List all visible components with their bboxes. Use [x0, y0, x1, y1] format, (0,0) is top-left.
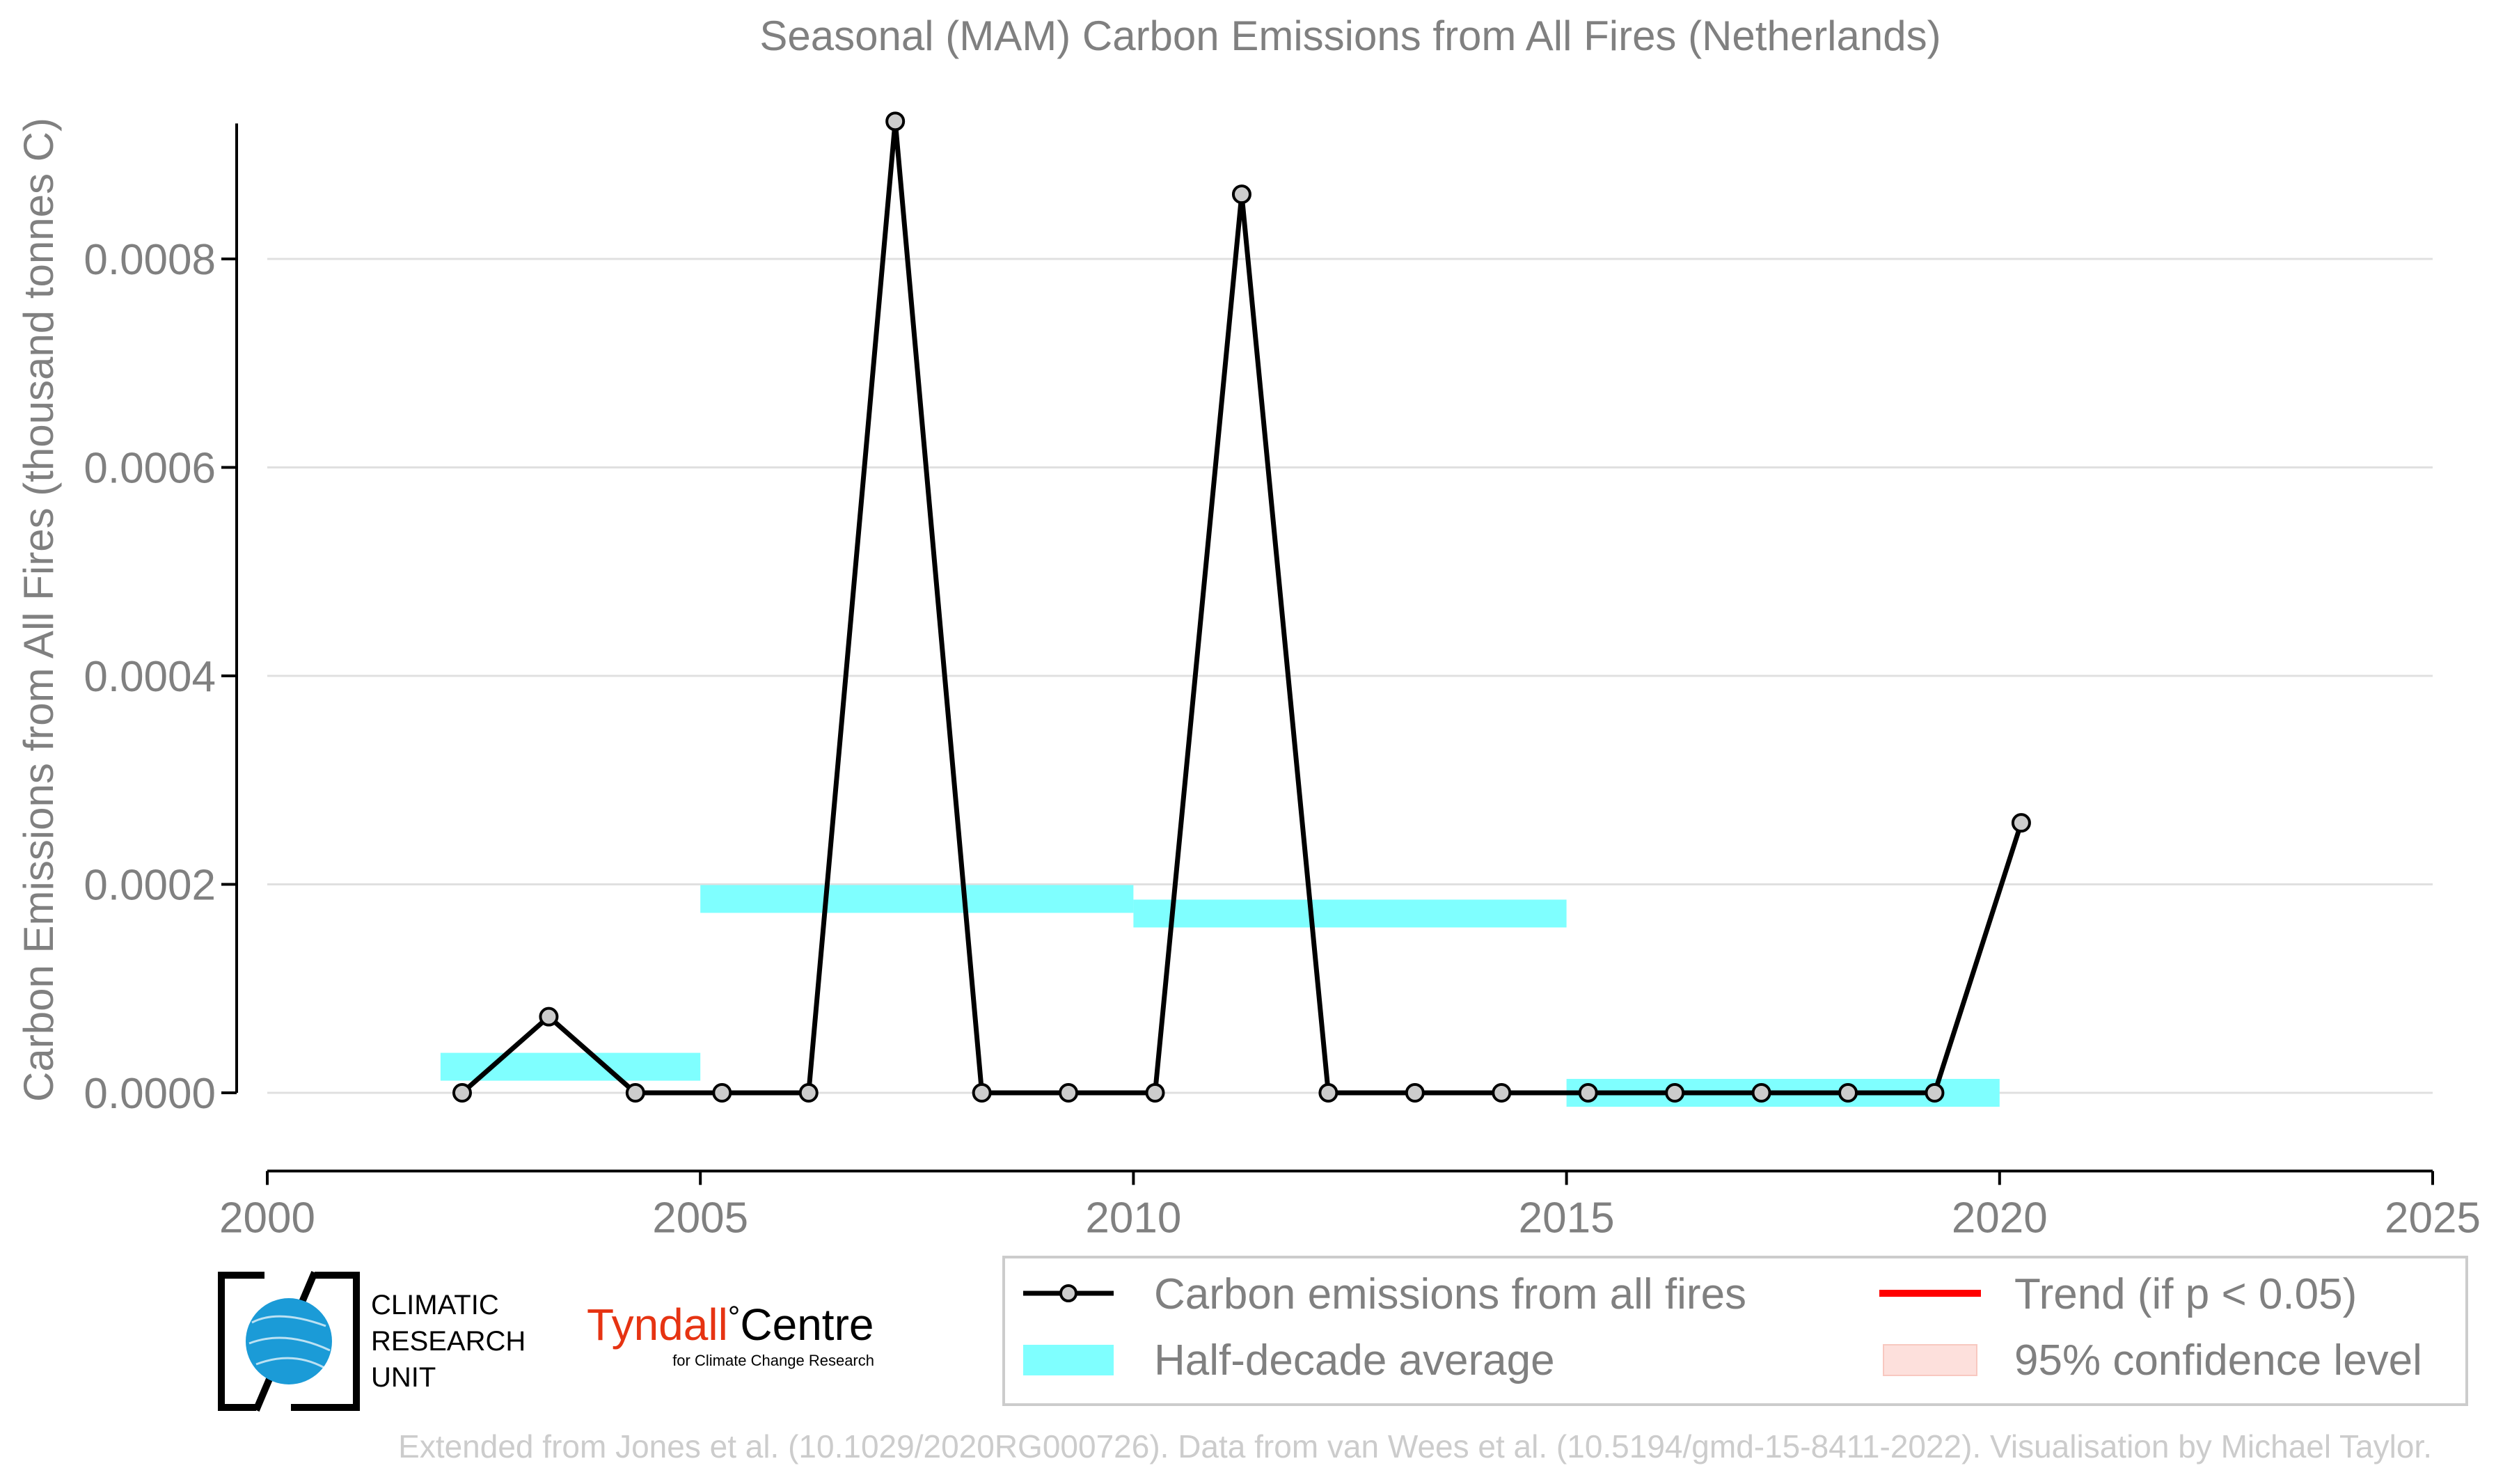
data-point: [1318, 1083, 1338, 1103]
legend-label: Trend (if p < 0.05): [2014, 1270, 2357, 1318]
data-point: [1578, 1083, 1598, 1103]
y-axis-label: Carbon Emissions from All Fires (thousan…: [15, 118, 62, 1102]
data-point: [2011, 813, 2031, 833]
svg-text:Tyndall°Centre: Tyndall°Centre: [587, 1300, 874, 1350]
data-point: [712, 1083, 732, 1103]
y-tick-label: 0.0004: [84, 653, 216, 701]
data-point: [452, 1083, 472, 1103]
x-tick-label: 2010: [1085, 1194, 1181, 1242]
data-point: [798, 1083, 819, 1103]
legend-frame: [1002, 1256, 2468, 1406]
tyndall-name-part2: Centre: [740, 1300, 874, 1350]
cru-logo: CLIMATIC RESEARCH UNIT: [218, 1271, 526, 1412]
legend-label: Half-decade average: [1154, 1336, 1555, 1384]
data-point: [1145, 1083, 1165, 1103]
x-tick-label: 2005: [652, 1194, 748, 1242]
axes: [235, 123, 2433, 1173]
data-point: [1665, 1083, 1685, 1103]
x-tick-label: 2020: [1952, 1194, 2048, 1242]
y-tick-label: 0.0008: [84, 236, 216, 284]
cru-logo-line3: UNIT: [371, 1362, 436, 1393]
data-point: [1838, 1083, 1858, 1103]
tyndall-degree: °: [728, 1300, 741, 1334]
legend-item-confidence: 95% confidence level: [1883, 1336, 2422, 1384]
x-tick-label: 2015: [1519, 1194, 1615, 1242]
footer-credit: Extended from Jones et al. (10.1029/2020…: [398, 1428, 2432, 1465]
data-point: [625, 1083, 645, 1103]
legend-item-series: Carbon emissions from all fires: [1023, 1270, 1746, 1318]
tyndall-subtitle: for Climate Change Research: [672, 1352, 874, 1369]
legend-item-trend: Trend (if p < 0.05): [1879, 1270, 2357, 1318]
tyndall-logo: Tyndall°Centre for Climate Change Resear…: [587, 1300, 874, 1369]
x-tick-labels: 2000 2005 2010 2015 2020 2025: [219, 1171, 2481, 1242]
half-decade-average-bar: [700, 885, 1134, 913]
tyndall-name-part1: Tyndall: [587, 1300, 728, 1350]
data-point: [1925, 1083, 1945, 1103]
cru-logo-line2: RESEARCH: [371, 1326, 526, 1357]
data-point: [1059, 1083, 1079, 1103]
emissions-series: [452, 111, 2031, 1103]
data-point: [539, 1007, 559, 1027]
x-tick-label: 2025: [2385, 1194, 2481, 1242]
half-decade-average-bar: [1133, 899, 1567, 928]
data-point: [1751, 1083, 1771, 1103]
y-tick-labels: 0.0000 0.0002 0.0004 0.0006 0.0008: [84, 236, 237, 1118]
data-point: [972, 1083, 992, 1103]
x-tick-label: 2000: [219, 1194, 315, 1242]
chart-title: Seasonal (MAM) Carbon Emissions from All…: [759, 13, 1941, 59]
data-point: [1405, 1083, 1425, 1103]
y-tick-label: 0.0006: [84, 445, 216, 493]
legend-label: Carbon emissions from all fires: [1154, 1270, 1746, 1318]
legend: Carbon emissions from all fires Trend (i…: [1002, 1256, 2468, 1406]
y-tick-label: 0.0000: [84, 1070, 216, 1118]
legend-marker: [1059, 1284, 1077, 1302]
cru-logo-line1: CLIMATIC: [371, 1290, 499, 1320]
data-point: [885, 111, 906, 132]
globe-icon: [246, 1298, 332, 1384]
y-tick-label: 0.0002: [84, 862, 216, 910]
legend-label: 95% confidence level: [2014, 1336, 2422, 1384]
data-point: [1231, 184, 1251, 205]
legend-item-average: Half-decade average: [1023, 1336, 1555, 1384]
data-point: [1492, 1083, 1512, 1103]
